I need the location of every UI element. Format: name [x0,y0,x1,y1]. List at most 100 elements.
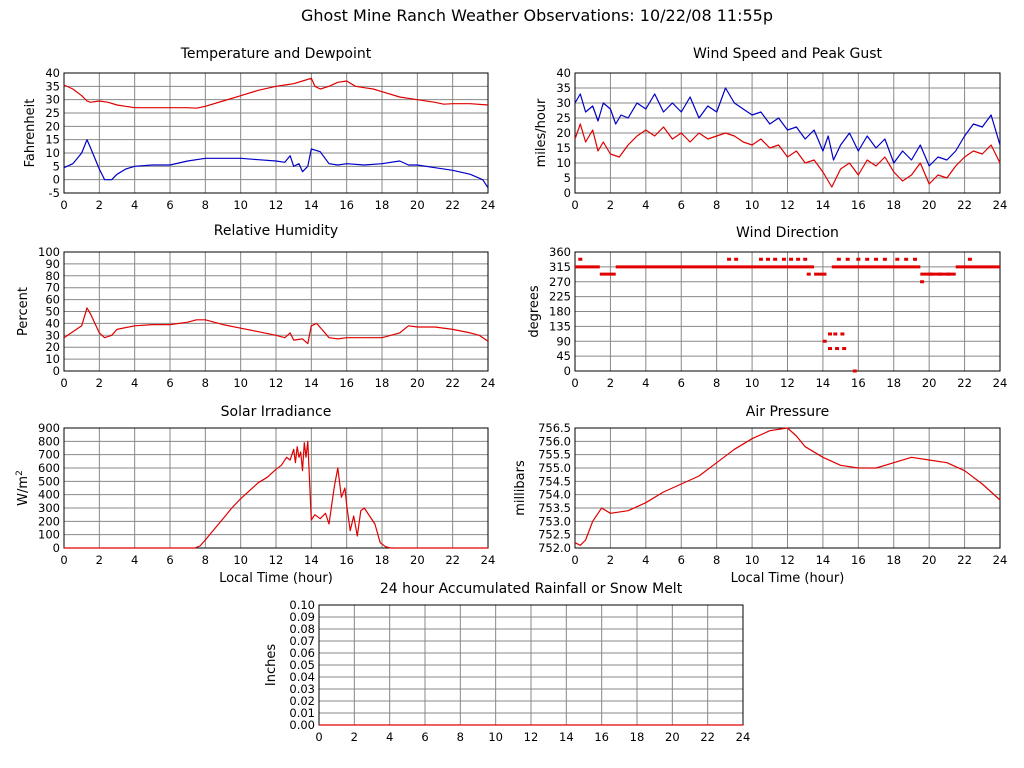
x-tick-label: 22 [957,198,972,212]
x-tick-label: 16 [339,376,354,390]
y-tick-label: 180 [549,305,571,319]
y-tick-label: 45 [556,349,571,363]
y-tick-label: 753.0 [538,514,571,528]
x-tick-label: 12 [780,376,795,390]
page-title: Ghost Mine Ranch Weather Observations: 1… [301,6,773,25]
y-tick-label: 756.5 [538,421,571,435]
wind-direction-point [967,257,972,261]
x-tick-label: 6 [166,553,173,567]
y-tick-label: 80 [45,269,60,283]
y-axis-label: degrees [527,285,542,338]
x-tick-label: 4 [642,376,649,390]
x-tick-label: 4 [131,198,138,212]
x-axis-label: Local Time (hour) [219,571,333,586]
y-tick-label: 0 [53,541,60,555]
y-axis-label-superscript: 2 [15,470,25,476]
y-tick-label: 0.00 [289,718,315,732]
x-tick-label: 12 [269,376,284,390]
y-tick-label: 10 [556,156,571,170]
y-tick-label: 20 [45,340,60,354]
y-tick-label: 0.05 [289,658,315,672]
x-tick-label: 0 [571,376,578,390]
x-tick-label: 8 [457,730,464,744]
x-tick-label: 16 [594,730,609,744]
x-tick-label: 8 [202,376,209,390]
x-tick-label: 20 [410,553,425,567]
y-axis-label: Percent [16,287,31,336]
x-tick-label: 16 [339,198,354,212]
x-tick-label: 4 [131,553,138,567]
wind-direction-point [920,280,925,284]
plot-frame [63,251,489,372]
y-tick-label: 100 [38,245,60,259]
y-tick-label: 20 [556,126,571,140]
x-tick-label: 12 [780,198,795,212]
y-tick-label: 755.5 [538,448,571,462]
y-tick-label: 754.5 [538,474,571,488]
x-tick-label: 16 [851,376,866,390]
x-tick-label: 22 [445,198,460,212]
y-tick-label: 35 [556,81,571,95]
y-tick-label: 600 [38,461,60,475]
chart-title: 24 hour Accumulated Rainfall or Snow Mel… [380,581,683,597]
x-tick-label: 24 [481,553,496,567]
y-tick-label: 0.03 [289,682,315,696]
x-tick-label: 16 [851,198,866,212]
wind-direction-point [727,257,732,261]
y-tick-label: 400 [38,488,60,502]
x-tick-label: 22 [445,553,460,567]
x-tick-label: 12 [269,553,284,567]
y-tick-label: 90 [45,257,60,271]
wind-direction-point [865,257,870,261]
x-tick-label: 24 [993,376,1008,390]
y-tick-label: 360 [549,245,571,259]
chart-title: Relative Humidity [214,223,338,239]
x-tick-label: 0 [60,553,67,567]
y-tick-label: 753.5 [538,501,571,515]
wind-direction-point [822,339,827,343]
x-tick-label: 10 [488,730,503,744]
y-tick-label: 0 [53,364,60,378]
x-tick-label: 14 [304,198,319,212]
x-axis-label: Local Time (hour) [731,571,845,586]
x-tick-label: 22 [957,376,972,390]
x-tick-label: 22 [957,553,972,567]
y-axis-label: Inches [264,644,279,686]
x-tick-label: 8 [202,198,209,212]
x-tick-label: 6 [678,376,685,390]
x-tick-label: 18 [375,376,390,390]
y-tick-label: 0.06 [289,646,315,660]
wind-direction-point [806,272,811,276]
x-tick-label: 16 [339,553,354,567]
wind-direction-point [758,257,763,261]
x-tick-label: 12 [524,730,539,744]
x-tick-label: 14 [304,553,319,567]
x-tick-label: 10 [745,376,760,390]
wind-direction-point [835,347,840,351]
y-axis-label: miles/hour [534,98,549,167]
y-tick-label: 300 [38,501,60,515]
x-tick-label: 0 [60,198,67,212]
x-tick-label: 8 [713,198,720,212]
wind-direction-point [946,272,951,276]
plot-frame [574,72,1001,194]
x-tick-label: 10 [745,198,760,212]
plot-frame [63,427,489,549]
wind-direction-point [904,257,909,261]
x-tick-label: 18 [375,553,390,567]
y-tick-label: 700 [38,448,60,462]
x-tick-label: 18 [886,553,901,567]
x-tick-label: 12 [269,198,284,212]
series-line-solar-irradiance [64,440,488,549]
y-tick-label: 755.0 [538,461,571,475]
y-tick-label: 225 [549,290,571,304]
y-tick-label: 0.07 [289,634,315,648]
y-tick-label: 315 [549,260,571,274]
y-tick-label: 25 [45,106,60,120]
x-tick-label: 2 [96,553,103,567]
x-tick-label: 22 [700,730,715,744]
